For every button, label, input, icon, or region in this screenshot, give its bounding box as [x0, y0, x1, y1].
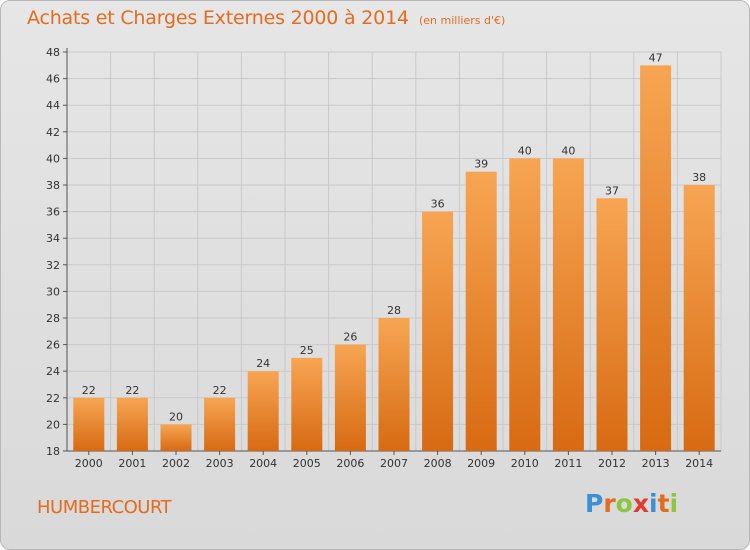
bars — [73, 65, 715, 452]
bar-2005 — [291, 357, 323, 451]
logo-letter: P — [585, 489, 604, 518]
y-tick-label: 26 — [46, 339, 60, 352]
y-tick-label: 38 — [46, 179, 60, 192]
bar-2013 — [640, 65, 672, 452]
value-label: 38 — [692, 171, 706, 184]
bar-2011 — [552, 158, 584, 451]
value-label: 24 — [256, 357, 270, 370]
y-tick-label: 18 — [46, 445, 60, 458]
value-label: 40 — [518, 144, 532, 157]
logo-letter: o — [615, 489, 633, 518]
value-label: 47 — [649, 51, 663, 64]
bar-2007 — [378, 318, 410, 451]
value-label: 28 — [387, 304, 401, 317]
y-tick-label: 34 — [46, 232, 60, 245]
value-label: 39 — [474, 158, 488, 171]
bar-2002 — [160, 424, 192, 451]
x-tick-label: 2005 — [293, 457, 321, 470]
y-tick-label: 28 — [46, 312, 60, 325]
x-tick-label: 2006 — [336, 457, 364, 470]
y-tick-label: 42 — [46, 126, 60, 139]
x-tick-label: 2007 — [380, 457, 408, 470]
bar-2001 — [116, 397, 148, 451]
value-label: 36 — [431, 198, 445, 211]
value-label: 22 — [82, 384, 96, 397]
value-label: 22 — [125, 384, 139, 397]
x-tick-label: 2002 — [162, 457, 190, 470]
y-tick-label: 48 — [46, 46, 60, 59]
x-tick-label: 2013 — [642, 457, 670, 470]
x-tick-label: 2010 — [511, 457, 539, 470]
value-label: 37 — [605, 184, 619, 197]
bar-2010 — [509, 158, 541, 451]
y-tick-label: 32 — [46, 259, 60, 272]
y-tick-label: 44 — [46, 99, 60, 112]
y-tick-label: 30 — [46, 285, 60, 298]
chart-subtitle: (en milliers d'€) — [419, 14, 506, 27]
bar-2004 — [247, 371, 279, 451]
value-label: 26 — [343, 331, 357, 344]
x-tick-label: 2009 — [467, 457, 495, 470]
x-tick-label: 2000 — [75, 457, 103, 470]
x-tick-label: 2008 — [424, 457, 452, 470]
y-tick-label: 22 — [46, 392, 60, 405]
y-tick-label: 46 — [46, 73, 60, 86]
value-label: 20 — [169, 410, 183, 423]
bar-2006 — [334, 344, 366, 451]
town-name: HUMBERCOURT — [37, 497, 172, 518]
value-labels: 22 22 20 22 24 25 26 28 36 39 40 40 37 47 38 — [82, 51, 706, 423]
bar-2003 — [204, 397, 236, 451]
chart-title: Achats et Charges Externes 2000 à 2014 — [27, 7, 409, 29]
logo-letter: r — [603, 489, 616, 518]
x-tick-label: 2003 — [206, 457, 234, 470]
x-tick-label: 2001 — [118, 457, 146, 470]
logo-letter: i — [669, 489, 679, 518]
y-tick-label: 24 — [46, 365, 60, 378]
bar-2008 — [422, 211, 454, 451]
bar-2014 — [683, 185, 715, 451]
y-tick-label: 40 — [46, 152, 60, 165]
value-label: 22 — [213, 384, 227, 397]
logo-letter: x — [632, 489, 649, 518]
y-tick-label: 36 — [46, 206, 60, 219]
x-tick-label: 2004 — [249, 457, 277, 470]
logo-letter: i — [649, 489, 658, 518]
x-tick-label: 2011 — [554, 457, 582, 470]
value-label: 25 — [300, 344, 314, 357]
y-tick-label: 20 — [46, 418, 60, 431]
value-label: 40 — [561, 144, 575, 157]
bar-2009 — [465, 171, 497, 451]
proxiti-logo[interactable]: Proxiti — [585, 489, 678, 518]
bar-2000 — [73, 397, 105, 451]
logo-letter: t — [657, 489, 670, 518]
x-tick-label: 2014 — [685, 457, 713, 470]
bar-2012 — [596, 198, 628, 451]
x-tick-label: 2012 — [598, 457, 626, 470]
